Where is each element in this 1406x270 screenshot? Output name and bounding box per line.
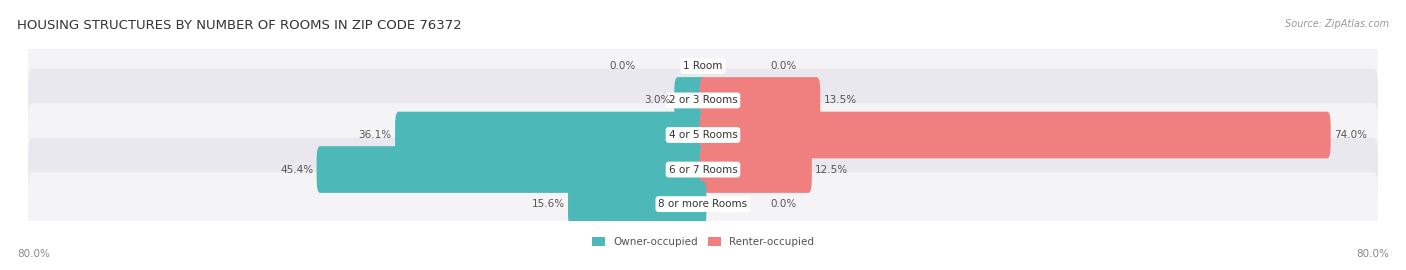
- FancyBboxPatch shape: [28, 138, 1378, 201]
- Text: Source: ZipAtlas.com: Source: ZipAtlas.com: [1285, 19, 1389, 29]
- Text: 0.0%: 0.0%: [770, 61, 797, 71]
- Text: 80.0%: 80.0%: [1357, 249, 1389, 259]
- Text: 0.0%: 0.0%: [609, 61, 636, 71]
- FancyBboxPatch shape: [395, 112, 706, 158]
- FancyBboxPatch shape: [700, 77, 820, 124]
- Text: 13.5%: 13.5%: [824, 95, 856, 106]
- Text: 36.1%: 36.1%: [359, 130, 392, 140]
- FancyBboxPatch shape: [28, 69, 1378, 132]
- Text: 15.6%: 15.6%: [531, 199, 565, 209]
- Text: 6 or 7 Rooms: 6 or 7 Rooms: [669, 164, 737, 175]
- Text: 74.0%: 74.0%: [1334, 130, 1367, 140]
- FancyBboxPatch shape: [28, 34, 1378, 98]
- FancyBboxPatch shape: [700, 146, 811, 193]
- Text: 0.0%: 0.0%: [770, 199, 797, 209]
- FancyBboxPatch shape: [700, 112, 1330, 158]
- FancyBboxPatch shape: [568, 181, 706, 227]
- Text: 1 Room: 1 Room: [683, 61, 723, 71]
- Text: 3.0%: 3.0%: [644, 95, 671, 106]
- Text: 80.0%: 80.0%: [17, 249, 49, 259]
- Text: 4 or 5 Rooms: 4 or 5 Rooms: [669, 130, 737, 140]
- FancyBboxPatch shape: [675, 77, 706, 124]
- Text: HOUSING STRUCTURES BY NUMBER OF ROOMS IN ZIP CODE 76372: HOUSING STRUCTURES BY NUMBER OF ROOMS IN…: [17, 19, 461, 32]
- FancyBboxPatch shape: [28, 172, 1378, 236]
- Text: 8 or more Rooms: 8 or more Rooms: [658, 199, 748, 209]
- Text: 2 or 3 Rooms: 2 or 3 Rooms: [669, 95, 737, 106]
- FancyBboxPatch shape: [28, 103, 1378, 167]
- Text: 45.4%: 45.4%: [280, 164, 314, 175]
- FancyBboxPatch shape: [316, 146, 706, 193]
- Legend: Owner-occupied, Renter-occupied: Owner-occupied, Renter-occupied: [592, 237, 814, 247]
- Text: 12.5%: 12.5%: [815, 164, 848, 175]
